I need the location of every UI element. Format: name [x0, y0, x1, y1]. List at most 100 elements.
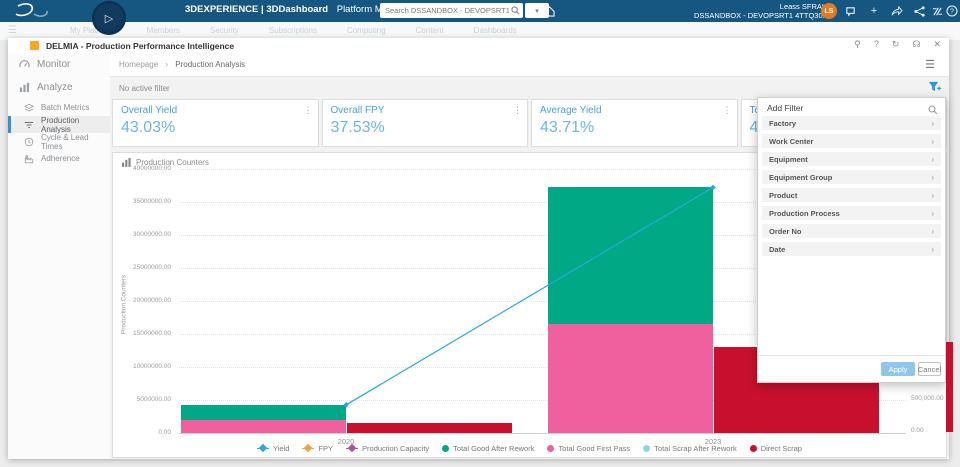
legend-item-yield[interactable]: Yield [257, 443, 289, 453]
legend-item-total-scrap-after-rework[interactable]: Total Scrap After Rework [643, 444, 737, 453]
bar-total-good-first-pass [548, 324, 713, 433]
bar-direct-scrap [347, 423, 512, 433]
legend-marker [749, 445, 757, 452]
help-icon[interactable]: ? [873, 39, 879, 49]
search-icon[interactable] [928, 102, 938, 120]
chart-icon [122, 158, 131, 167]
filter-item-order-no[interactable]: Order No › [762, 224, 941, 238]
sidebar-item-monitor[interactable]: Monitor [8, 53, 110, 76]
bg-tab: Subscriptions [268, 26, 317, 35]
user-info[interactable]: Leass SFRAKBI DSSANDBOX - DEVOPSRT1 4TTQ… [694, 2, 834, 22]
user-name: Leass SFRAKBI [779, 2, 834, 11]
layers-icon [24, 103, 34, 111]
legend-label: FPY [318, 444, 334, 453]
analyze-icon [19, 82, 30, 93]
filter-item-production-process[interactable]: Production Process › [762, 206, 941, 220]
legend-item-total-good-after-rework[interactable]: Total Good After Rework [442, 444, 534, 453]
bg-tab: Security [210, 26, 239, 35]
legend-marker [346, 443, 359, 453]
filter-item-equipment-group[interactable]: Equipment Group › [762, 170, 941, 184]
chart-title: Production Counters [136, 158, 209, 167]
legend-marker [643, 445, 651, 452]
panel-header: Add Filter [758, 98, 945, 116]
y-axis-tick: 30000000.00 [133, 231, 171, 238]
kebab-menu-icon[interactable]: ⋮ [303, 105, 313, 115]
svg-text:?: ? [950, 9, 954, 16]
tag-icon[interactable] [541, 3, 557, 19]
sidebar-item-cycle-lead-times[interactable]: Cycle & Lead Times [8, 132, 110, 151]
filter-lines-icon [24, 121, 34, 128]
help-icon[interactable]: ? [944, 3, 960, 19]
pin-icon[interactable]: ☊ [912, 39, 921, 49]
close-icon[interactable]: ✕ [933, 39, 941, 49]
sidebar-item-label: Cycle & Lead Times [41, 132, 89, 151]
kebab-menu-icon[interactable]: ⋮ [513, 105, 522, 115]
add-filter-icon[interactable] [928, 80, 941, 98]
menu-icon: ☰ [8, 25, 17, 36]
compass-icon[interactable]: ▷ [92, 1, 126, 35]
gauge-icon [19, 60, 30, 68]
sidebar-item-label: Batch Metrics [41, 103, 90, 112]
window-titlebar: DELMIA - Production Performance Intellig… [8, 38, 949, 54]
sidebar-item-batch-metrics[interactable]: Batch Metrics [8, 99, 110, 116]
search-icon[interactable]: ⚲ [854, 39, 861, 49]
plot-area: 40000000.00 35000000.00 30000000.00 2500000… [113, 153, 946, 457]
tools-icon[interactable] [929, 3, 945, 19]
panel-title: Add Filter [767, 103, 804, 113]
share-arrow-icon[interactable] [889, 3, 905, 19]
window-title: DELMIA - Production Performance Intellig… [46, 41, 235, 51]
bar-total-good-after-rework [548, 187, 713, 325]
clock-icon [24, 137, 34, 146]
filter-item-equipment[interactable]: Equipment › [762, 152, 941, 166]
bg-tab: Dashboards [473, 26, 517, 35]
kpi-value: 37.53% [330, 119, 385, 136]
y-axis-tick: 15000000.00 [133, 330, 171, 337]
filter-item-work-center[interactable]: Work Center › [762, 134, 941, 148]
legend-label: Total Scrap After Rework [654, 444, 737, 453]
notification-tag-icon[interactable] [842, 3, 858, 19]
kpi-card-overall-yield: Overall Yield 43.03% ⋮ [112, 99, 319, 147]
sidebar-item-adherence[interactable]: Adherence [8, 150, 110, 167]
legend-marker [302, 443, 315, 453]
search-scope-dropdown[interactable]: ▾ [525, 3, 549, 18]
bg-tab: My Platforms [70, 26, 117, 35]
filter-item-product[interactable]: Product › [762, 188, 941, 202]
add-filter-panel: Add Filter Factory › Work Center › Equipme… [757, 97, 946, 383]
global-search[interactable] [380, 3, 523, 18]
right-axis-tick: 0.00 [911, 426, 924, 434]
apply-button[interactable]: Apply [881, 362, 915, 376]
3ds-logo-icon[interactable] [12, 2, 52, 20]
bar-total-good-first-pass [181, 420, 346, 433]
avatar[interactable]: LS [821, 3, 837, 19]
legend-item-total-good-first-pass[interactable]: Total Good First Pass [547, 444, 630, 453]
legend-item-fpy[interactable]: FPY [302, 443, 334, 453]
kebab-menu-icon[interactable]: ⋮ [722, 105, 732, 115]
breadcrumb-home[interactable]: Homepage [119, 60, 159, 69]
x-axis-tick: 2023 [704, 437, 722, 446]
bar-total-good-after-rework [181, 404, 346, 421]
gridline [179, 169, 906, 170]
search-input[interactable] [383, 5, 511, 16]
kpi-label: Average Yield [540, 105, 602, 116]
filter-item-date[interactable]: Date › [762, 242, 941, 256]
sidebar-item-label: Analyze [37, 82, 73, 93]
sidebar-item-production-analysis[interactable]: Production Analysis [8, 115, 110, 134]
chevron-right-icon: › [931, 208, 934, 218]
refresh-icon[interactable]: ↻ [891, 39, 900, 49]
sidebar-item-analyze[interactable]: Analyze [8, 76, 110, 99]
cancel-button[interactable]: Cancel [918, 362, 941, 376]
filter-item-factory[interactable]: Factory › [762, 116, 941, 130]
menu-icon[interactable]: ☰ [925, 59, 935, 71]
kpi-value: 43.71% [540, 119, 595, 136]
legend-item-production-capacity[interactable]: Production Capacity [346, 443, 429, 453]
kpi-card-overall-fpy: Overall FPY 37.53% ⋮ [321, 99, 528, 147]
brand-title: 3DEXPERIENCE | 3DDashboard [185, 4, 329, 15]
background-page: ☰ My Platforms Members Security Subscrip… [0, 22, 960, 40]
share-network-icon[interactable] [911, 3, 927, 19]
sidebar-item-label: Production Analysis [41, 115, 80, 134]
legend-item-direct-scrap[interactable]: Direct Scrap [749, 444, 802, 453]
legend-label: Direct Scrap [760, 444, 802, 453]
add-icon[interactable]: + [870, 5, 878, 17]
legend-label: Total Good First Pass [558, 444, 631, 453]
right-axis-tick: 500,000.00 [911, 395, 944, 403]
